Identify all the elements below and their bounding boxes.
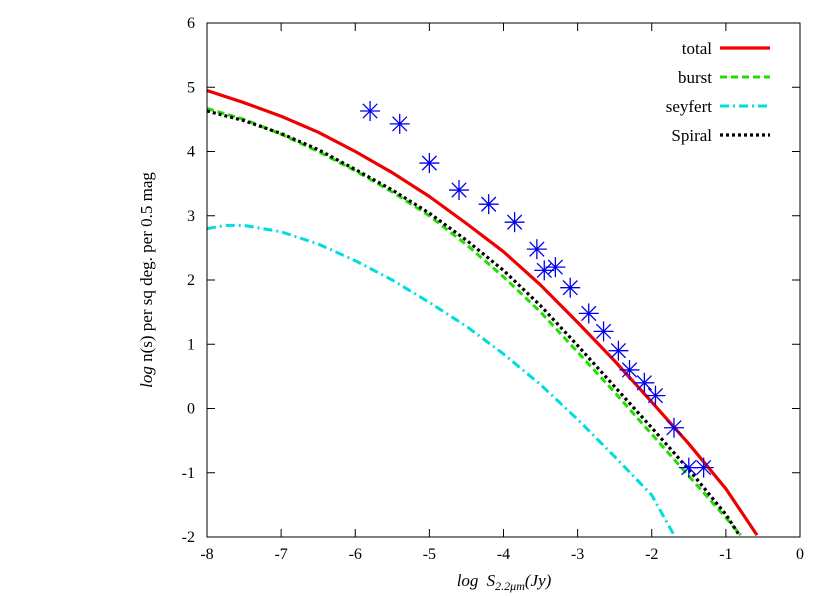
observed-point [504, 212, 525, 233]
observed-point [578, 303, 599, 324]
x-axis-title-unit: (Jy) [525, 571, 552, 590]
x-axis-title-subscript: 2.2μm [495, 579, 525, 593]
x-tick-label: -7 [274, 546, 287, 563]
y-axis-title-rest: n(s) per sq deg. per 0.5 mag [137, 172, 156, 367]
legend-label-seyfert: seyfert [666, 97, 713, 116]
observed-point [419, 153, 440, 174]
observed-point [593, 321, 614, 342]
x-tick-label: -8 [200, 546, 213, 563]
legend-label-total: total [682, 39, 712, 58]
legend-label-burst: burst [678, 68, 712, 87]
x-axis-title-log: log [457, 571, 479, 590]
observed-point [478, 194, 499, 215]
spiral-series-line [206, 109, 741, 536]
y-tick-label: 3 [187, 208, 195, 225]
observed-point [560, 277, 581, 298]
y-tick-label: 0 [187, 401, 195, 418]
seyfert-series-line [206, 223, 676, 536]
observed-point [608, 340, 629, 361]
observed-point [663, 417, 684, 438]
x-tick-label: -1 [719, 546, 732, 563]
y-tick-label: -2 [182, 529, 195, 546]
y-tick-label: 6 [187, 15, 195, 32]
x-tick-label: -3 [571, 546, 584, 563]
observed-point [693, 457, 714, 478]
legend-label-spiral: Spiral [671, 126, 712, 145]
observed-point [545, 257, 566, 278]
x-axis-title-symbol: S [487, 571, 496, 590]
observed-point [526, 239, 547, 260]
observed-point [360, 101, 381, 122]
observed-point [619, 359, 640, 380]
x-tick-label: -2 [645, 546, 658, 563]
legend: total burst seyfert Spiral [666, 39, 770, 145]
x-tick-label: -6 [349, 546, 362, 563]
x-tick-label: -4 [497, 546, 510, 563]
y-tick-label: -1 [182, 465, 195, 482]
x-tick-label: -5 [423, 546, 436, 563]
burst-series-line [206, 107, 742, 537]
observed-point [389, 113, 410, 134]
y-tick-label: 2 [187, 272, 195, 289]
observed-point [449, 180, 470, 201]
total-series-line [206, 88, 759, 536]
x-tick-label: 0 [796, 546, 804, 563]
observed-point [645, 385, 666, 406]
observed-point [534, 260, 555, 281]
y-tick-label: 4 [187, 144, 195, 161]
y-tick-label: 5 [187, 79, 195, 96]
x-axis-title: log S2.2μm(Jy) [457, 571, 552, 593]
y-tick-label: 1 [187, 336, 195, 353]
y-axis-title-log: log [137, 366, 156, 388]
y-axis-title: log n(s) per sq deg. per 0.5 mag [137, 172, 156, 388]
observed-point [634, 372, 655, 393]
